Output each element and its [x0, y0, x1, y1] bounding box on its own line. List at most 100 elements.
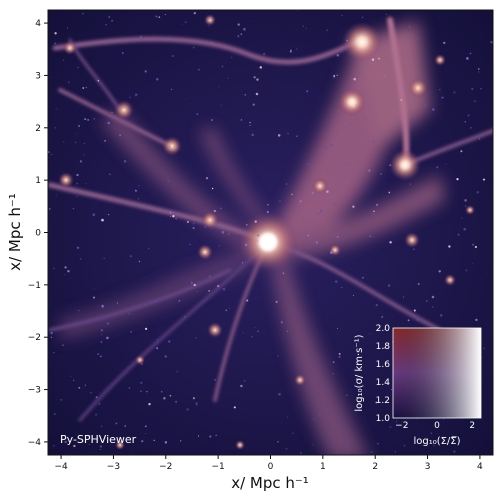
particle — [184, 20, 187, 24]
particle — [466, 57, 469, 60]
particle — [389, 241, 392, 244]
particle — [240, 33, 243, 35]
particle — [331, 144, 333, 146]
particle — [280, 321, 283, 324]
particle — [471, 263, 473, 264]
particle — [78, 386, 81, 389]
particle — [77, 66, 79, 69]
particle — [84, 384, 86, 386]
particle — [141, 440, 144, 443]
particle — [101, 304, 104, 308]
particle — [50, 336, 53, 339]
halo — [312, 178, 328, 194]
particle — [344, 177, 347, 179]
x-tick-label: −4 — [54, 462, 68, 472]
particle — [423, 104, 426, 107]
particle — [99, 445, 103, 448]
particle — [135, 95, 137, 97]
particle — [50, 76, 52, 78]
particle — [134, 93, 138, 97]
particle — [172, 215, 175, 218]
particle — [257, 234, 260, 237]
particle — [443, 418, 445, 420]
particle — [209, 435, 212, 438]
particle — [243, 380, 246, 382]
particle — [305, 27, 308, 30]
particle — [249, 124, 251, 127]
colorbar-y-tick-label: 1.6 — [376, 360, 391, 370]
halo — [404, 232, 420, 248]
particle — [289, 50, 292, 53]
particle — [371, 58, 375, 61]
particle — [62, 354, 64, 356]
particle — [101, 334, 103, 336]
colorbar-x-tick-label: 0 — [434, 421, 440, 431]
particle — [285, 183, 287, 185]
particle — [400, 99, 403, 101]
x-tick-label: 1 — [320, 462, 326, 472]
particle — [471, 243, 475, 246]
particle — [54, 126, 57, 129]
particle — [205, 177, 209, 180]
particle — [55, 108, 57, 110]
particle — [90, 391, 92, 394]
particle — [138, 185, 140, 187]
particle — [138, 260, 141, 263]
particle — [215, 434, 217, 437]
particle — [67, 269, 70, 273]
particle — [337, 328, 339, 329]
particle — [233, 406, 236, 409]
particle — [155, 15, 158, 18]
particle — [253, 21, 254, 23]
particle — [230, 56, 233, 59]
particle — [169, 216, 171, 218]
y-tick-label: 1 — [35, 176, 41, 186]
colorbar-gradient-x — [393, 328, 481, 418]
particle — [361, 29, 363, 32]
x-tick-label: 4 — [477, 462, 483, 472]
particle — [286, 330, 289, 332]
particle — [169, 394, 172, 397]
particle — [483, 347, 486, 350]
particle — [54, 32, 57, 35]
particle — [341, 287, 343, 289]
particle — [140, 381, 143, 384]
particle — [76, 182, 79, 185]
particle — [128, 312, 130, 315]
particle — [368, 169, 371, 172]
particle — [395, 420, 397, 423]
particle — [482, 178, 486, 181]
particle — [369, 235, 371, 237]
colorbar-x-tick-label: 2 — [469, 421, 475, 431]
particle — [219, 245, 220, 247]
halo — [408, 78, 428, 98]
particle — [460, 150, 463, 153]
particle — [106, 322, 110, 325]
particle — [320, 209, 322, 212]
particle — [375, 303, 378, 307]
particle — [195, 336, 197, 339]
particle — [352, 105, 356, 108]
particle — [55, 194, 57, 196]
y-axis-label: x/ Mpc h⁻¹ — [6, 193, 24, 271]
particle — [111, 111, 113, 113]
particle — [95, 396, 98, 399]
particle — [371, 451, 373, 453]
particle — [108, 16, 111, 19]
particle — [389, 425, 392, 428]
halo — [204, 14, 216, 26]
particle — [192, 222, 195, 225]
particle — [299, 200, 302, 203]
particle — [50, 153, 53, 156]
particle — [60, 399, 62, 401]
particle — [362, 276, 364, 279]
particle — [204, 226, 207, 228]
particle — [338, 355, 341, 359]
particle — [416, 319, 419, 321]
particle — [372, 213, 375, 216]
particle — [316, 212, 320, 215]
particle — [332, 373, 334, 375]
particle — [221, 65, 224, 68]
particle — [413, 309, 416, 312]
particle — [171, 55, 174, 58]
